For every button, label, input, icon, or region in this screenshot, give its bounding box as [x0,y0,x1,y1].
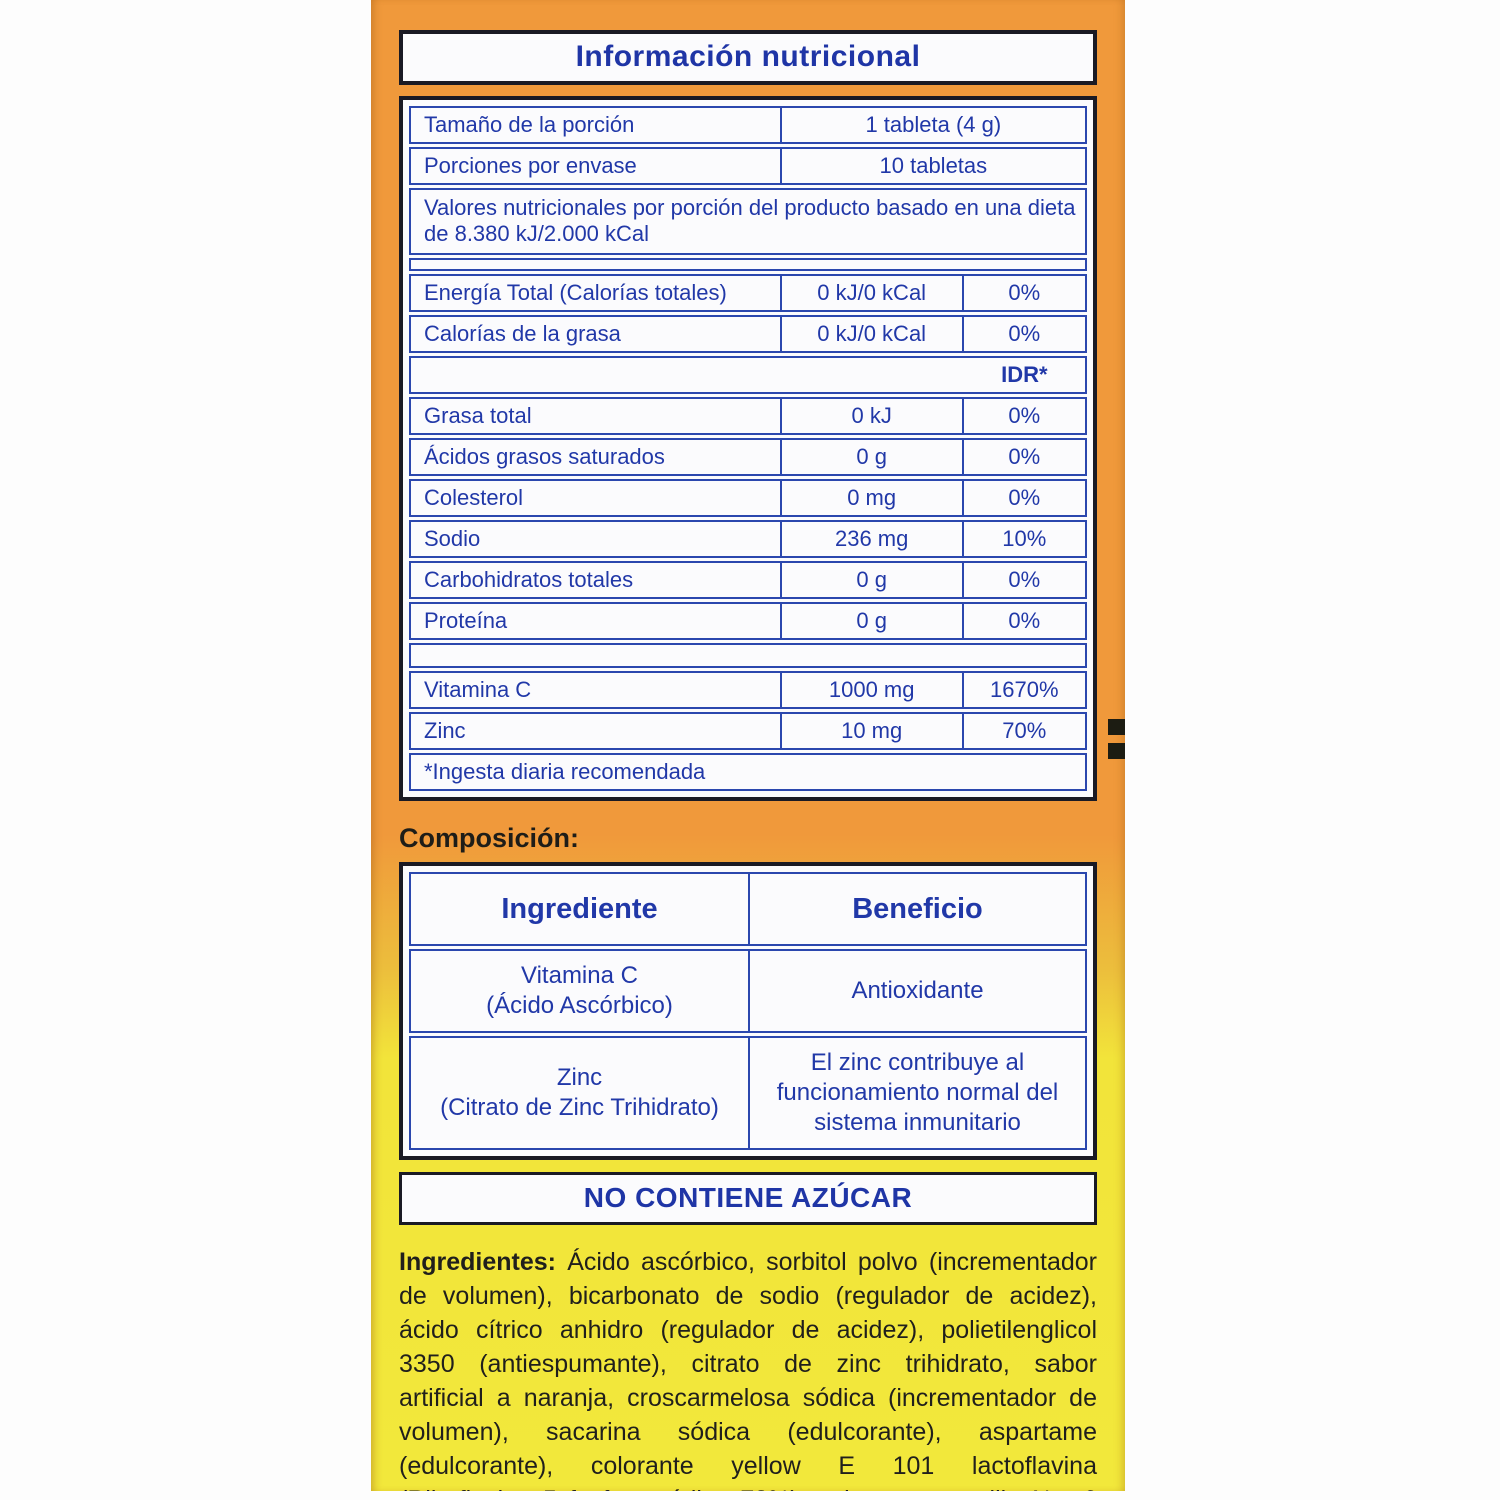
composition-table: Ingrediente Beneficio Vitamina C (Ácido … [399,862,1097,1160]
ingredient-detail: (Ácido Ascórbico) [486,992,673,1019]
composition-header-row: Ingrediente Beneficio [409,872,1087,946]
idr-label: IDR* [1001,362,1048,387]
row-label: Carbohidratos totales [411,563,782,597]
footnote: *Ingesta diaria recomendada [424,759,706,784]
row-amount: 1000 mg [782,673,964,707]
ingredient-detail: (Citrato de Zinc Trihidrato) [440,1094,719,1121]
diet-note: Valores nutricionales por porción del pr… [424,195,1076,246]
label-panel: Información nutricional Tamaño de la por… [371,0,1125,1491]
table-row: Calorías de la grasa 0 kJ/0 kCal 0% [409,315,1087,353]
nutrition-header: Información nutricional [399,30,1097,85]
table-row: Tamaño de la porción 1 tableta (4 g) [409,106,1087,144]
no-sugar-banner: NO CONTIENE AZÚCAR [399,1172,1097,1225]
table-row: Ácidos grasos saturados 0 g 0% [409,438,1087,476]
table-row: Porciones por envase 10 tabletas [409,147,1087,185]
row-percent: 1670% [990,677,1059,702]
row-amount: 10 mg [782,714,964,748]
table-row: Sodio 236 mg 10% [409,520,1087,558]
row-percent: 10% [1002,526,1047,551]
row-amount: 236 mg [782,522,964,556]
table-row: Grasa total 0 kJ 0% [409,397,1087,435]
registration-mark [1108,743,1125,759]
spacer-row [409,258,1087,271]
ingredient-cell: Vitamina C (Ácido Ascórbico) [411,951,748,1031]
row-label: Ácidos grasos saturados [411,440,782,474]
row-amount: 0 kJ/0 kCal [782,276,964,310]
row-value: 10 tabletas [879,153,988,178]
row-label: Sodio [411,522,782,556]
table-row: Proteína 0 g 0% [409,602,1087,640]
column-header-ingredient: Ingrediente [501,893,658,925]
row-percent: 0% [1008,403,1041,428]
registration-mark [1108,719,1125,735]
row-percent: 0% [1008,280,1041,305]
row-percent: 0% [1008,608,1041,633]
row-amount: 0 kJ/0 kCal [782,317,964,351]
row-percent: 0% [1008,567,1041,592]
benefit-cell: Antioxidante [748,951,1085,1031]
ingredient-name: Vitamina C [521,962,638,989]
table-row: Colesterol 0 mg 0% [409,479,1087,517]
row-label: Grasa total [411,399,782,433]
ingredient-name: Zinc [556,1064,603,1091]
footnote-row: *Ingesta diaria recomendada [409,753,1087,791]
table-row: Vitamina C 1000 mg 1670% [409,671,1087,709]
column-header-benefit: Beneficio [748,874,1085,944]
ingredient-cell: Zinc (Citrato de Zinc Trihidrato) [411,1038,748,1148]
row-label: Porciones por envase [411,149,782,183]
nutrition-table: Tamaño de la porción 1 tableta (4 g) Por… [399,96,1097,801]
ingredients-paragraph: Ingredientes: Ácido ascórbico, sorbitol … [399,1245,1097,1491]
row-amount: 0 kJ [782,399,964,433]
composition-row: Zinc (Citrato de Zinc Trihidrato) El zin… [409,1036,1087,1150]
row-label: Tamaño de la porción [411,108,782,142]
row-label: Colesterol [411,481,782,515]
table-row: Energía Total (Calorías totales) 0 kJ/0 … [409,274,1087,312]
ingredients-text: Ácido ascórbico, sorbitol polvo (increme… [399,1248,1097,1491]
row-amount: 0 mg [782,481,964,515]
row-label: Proteína [411,604,782,638]
diet-note-row: Valores nutricionales por porción del pr… [409,188,1087,255]
row-percent: 0% [1008,485,1041,510]
row-amount: 0 g [782,440,964,474]
nutrition-title: Información nutricional [575,40,921,73]
composition-title: Composición: [399,823,579,853]
spacer-row [409,643,1087,668]
table-row: Carbohidratos totales 0 g 0% [409,561,1087,599]
benefit-cell: El zinc contribuye al funcionamiento nor… [748,1038,1085,1148]
row-percent: 0% [1008,444,1041,469]
row-value: 1 tableta (4 g) [865,112,1002,137]
row-amount: 0 g [782,563,964,597]
idr-header-row: IDR* [409,356,1087,394]
row-percent: 0% [1008,321,1041,346]
ingredients-label: Ingredientes: [399,1248,556,1276]
table-row: Zinc 10 mg 70% [409,712,1087,750]
row-percent: 70% [1002,718,1047,743]
row-amount: 0 g [782,604,964,638]
no-sugar-text: NO CONTIENE AZÚCAR [583,1182,913,1213]
composition-row: Vitamina C (Ácido Ascórbico) Antioxidant… [409,949,1087,1033]
row-label: Calorías de la grasa [411,317,782,351]
row-label: Energía Total (Calorías totales) [411,276,782,310]
row-label: Zinc [411,714,782,748]
row-label: Vitamina C [411,673,782,707]
